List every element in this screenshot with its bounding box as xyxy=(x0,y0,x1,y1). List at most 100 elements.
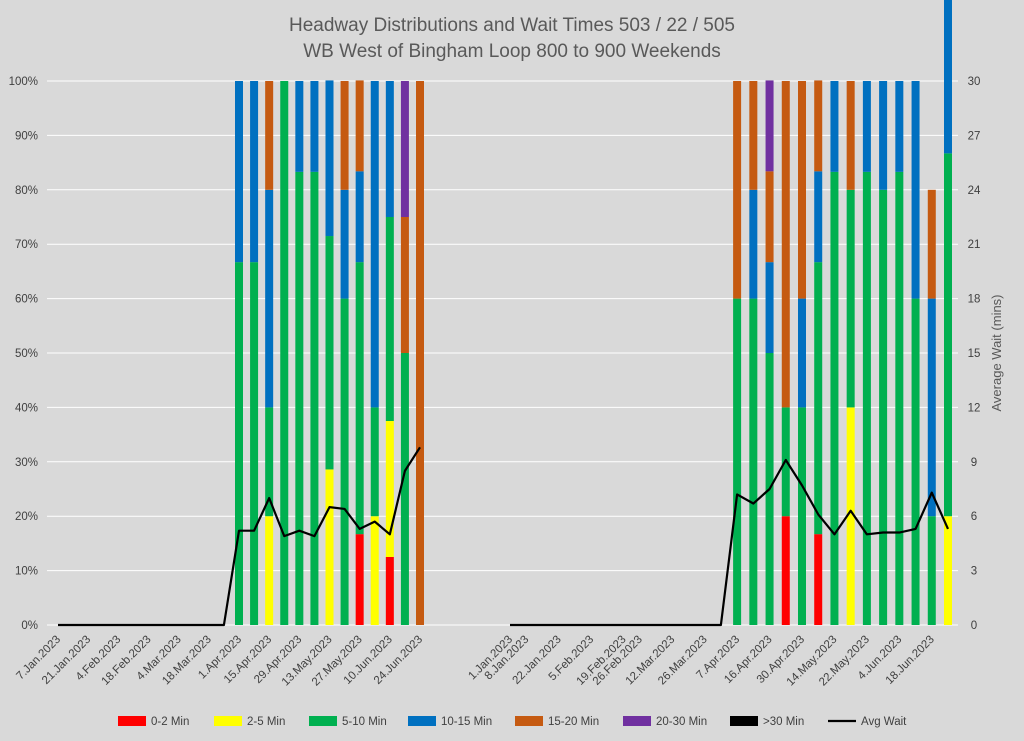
y-left-tick-label: 50% xyxy=(15,348,38,360)
legend-label: 15-20 Min xyxy=(548,716,599,728)
y-right-tick-label: 9 xyxy=(971,457,977,469)
legend-swatch xyxy=(623,716,651,726)
y-axis-right-title: Average Wait (mins) xyxy=(989,294,1004,411)
bar-segment xyxy=(370,407,379,517)
bar-segment xyxy=(927,298,936,517)
bar-segment xyxy=(400,353,409,625)
y-left-tick-label: 60% xyxy=(15,294,38,306)
bar-segment xyxy=(355,80,364,172)
bar-segment xyxy=(265,516,274,625)
avg-wait-lines xyxy=(58,446,950,627)
bar-segment xyxy=(295,81,304,172)
bar-segment xyxy=(846,189,855,408)
bar-segment xyxy=(830,81,839,172)
bar-segment xyxy=(385,81,394,217)
bar-segment xyxy=(265,81,274,190)
legend-label: Avg Wait xyxy=(861,716,907,728)
bar-series xyxy=(235,0,952,626)
bar-segment xyxy=(895,171,904,625)
gridlines xyxy=(47,80,958,626)
bar-segment xyxy=(814,534,823,625)
bar-segment xyxy=(798,81,806,299)
y-left-tick-label: 100% xyxy=(9,76,38,88)
legend-swatch xyxy=(408,716,436,726)
bar-segment xyxy=(944,153,952,517)
bar-segment xyxy=(911,298,920,625)
bar-segment xyxy=(895,81,904,172)
bar-segment xyxy=(370,516,379,625)
bar-segment xyxy=(400,217,409,353)
bar-segment xyxy=(416,81,424,625)
legend: 0-2 Min 2-5 Min 5-10 Min 10-15 Min 15-20 Min… xyxy=(118,716,907,728)
bar-segment xyxy=(749,189,758,299)
y-axis-right: 0 3 6 9 12 15 18 21 24 27 30 xyxy=(968,76,981,632)
legend-label: >30 Min xyxy=(763,716,804,728)
bar-segment xyxy=(781,81,790,408)
bar-segment xyxy=(250,81,259,263)
legend-swatch xyxy=(118,716,146,726)
y-right-tick-label: 24 xyxy=(968,185,981,197)
bar-segment xyxy=(280,81,289,625)
bar-segment xyxy=(862,81,871,172)
bar-segment xyxy=(733,81,742,299)
bar-segment xyxy=(944,516,952,625)
bar-segment xyxy=(798,298,806,408)
bar-segment xyxy=(370,81,379,408)
x-axis-ticks: 7.Jan.202321.Jan.20234.Feb.202318.Feb.20… xyxy=(14,634,937,689)
y-left-tick-label: 40% xyxy=(15,402,38,414)
y-right-tick-label: 3 xyxy=(971,566,977,578)
y-right-tick-label: 21 xyxy=(968,239,981,251)
y-left-tick-label: 0% xyxy=(21,620,38,632)
bar-segment xyxy=(310,81,319,172)
legend-label: 10-15 Min xyxy=(441,716,492,728)
legend-swatch xyxy=(214,716,242,726)
avg-wait-line xyxy=(58,446,421,627)
legend-swatch xyxy=(515,716,543,726)
y-right-tick-label: 27 xyxy=(968,130,981,142)
bar-segment xyxy=(814,80,823,172)
bar-segment xyxy=(400,81,409,217)
y-right-tick-label: 6 xyxy=(971,511,977,523)
legend-swatch xyxy=(309,716,337,726)
bar-segment xyxy=(310,171,319,625)
chart-title-line2: WB West of Bingham Loop 800 to 900 Weeke… xyxy=(303,41,721,62)
bar-segment xyxy=(765,262,774,353)
bar-segment xyxy=(846,81,855,190)
bar-segment xyxy=(814,262,823,535)
y-axis-left: 0% 10% 20% 30% 40% 50% 60% 70% 80% 90% 100% xyxy=(9,76,38,632)
y-left-tick-label: 90% xyxy=(15,130,38,142)
bar-segment xyxy=(927,516,936,625)
bar-segment xyxy=(235,262,243,625)
legend-label: 0-2 Min xyxy=(151,716,189,728)
bar-segment xyxy=(265,189,274,408)
y-left-tick-label: 30% xyxy=(15,457,38,469)
y-right-tick-label: 30 xyxy=(968,76,981,88)
bar-segment xyxy=(340,81,349,190)
bar-segment xyxy=(295,171,304,625)
bar-segment xyxy=(733,298,742,625)
bar-segment xyxy=(385,421,394,557)
bar-segment xyxy=(879,81,888,190)
bar-segment xyxy=(862,171,871,625)
bar-segment xyxy=(944,0,952,154)
bar-segment xyxy=(385,217,394,421)
bar-segment xyxy=(355,171,364,263)
y-left-tick-label: 80% xyxy=(15,185,38,197)
bar-segment xyxy=(340,189,349,299)
bar-segment xyxy=(355,262,364,535)
bar-segment xyxy=(814,171,823,263)
legend-label: 20-30 Min xyxy=(656,716,707,728)
bar-segment xyxy=(325,469,334,625)
bar-segment xyxy=(781,516,790,625)
y-left-tick-label: 20% xyxy=(15,511,38,523)
chart-title-line1: Headway Distributions and Wait Times 503… xyxy=(289,15,735,36)
bar-segment xyxy=(325,80,334,237)
y-right-tick-label: 12 xyxy=(968,402,981,414)
y-right-tick-label: 0 xyxy=(971,620,977,632)
bar-segment xyxy=(325,236,334,470)
bar-segment xyxy=(250,262,259,625)
bar-segment xyxy=(265,407,274,517)
bar-segment xyxy=(235,81,243,263)
